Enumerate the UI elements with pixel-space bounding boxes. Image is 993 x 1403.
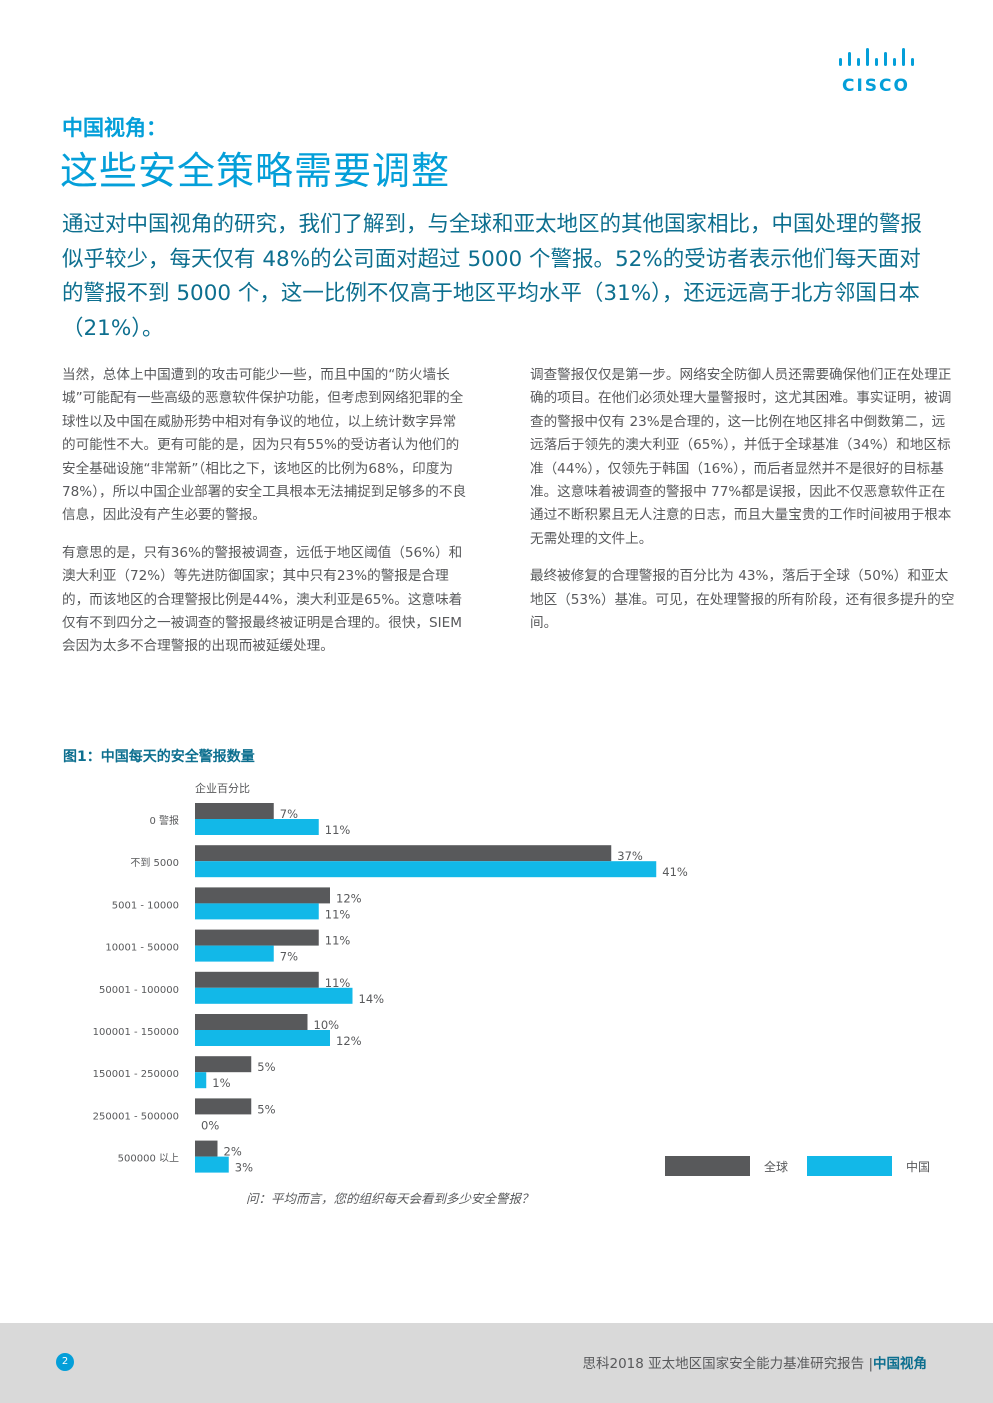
legend-label: 全球 — [764, 1159, 788, 1174]
logo-text: CISCO — [842, 76, 910, 96]
data-label: 37% — [617, 849, 643, 863]
category-label: 500000 以上 — [118, 1153, 179, 1165]
category-label: 5001 - 10000 — [112, 900, 179, 911]
category-label: 不到 5000 — [130, 857, 179, 869]
data-label: 11% — [325, 907, 351, 921]
bar-global — [195, 1014, 308, 1030]
bar-china — [195, 861, 657, 878]
data-label: 11% — [325, 823, 351, 837]
cisco-bridge-icon — [839, 48, 914, 66]
data-label: 11% — [325, 934, 351, 948]
footer-section: 中国视角 — [873, 1356, 927, 1372]
bar-global — [195, 929, 319, 946]
legend-label: 中国 — [906, 1159, 930, 1174]
bar-global — [195, 971, 319, 988]
bar-china — [195, 1072, 207, 1089]
bar-china — [195, 819, 319, 835]
bar-china — [195, 987, 353, 1004]
data-label: 2% — [224, 1145, 242, 1159]
data-label: 10% — [314, 1018, 340, 1032]
footer: 2 思科2018 亚太地区国家安全能力基准研究报告 |中国视角 — [0, 1323, 993, 1403]
data-label: 3% — [235, 1161, 253, 1175]
body-paragraph: 调查警报仅仅是第一步。网络安全防御人员还需要确保他们正在处理正确的项目。在他们必… — [530, 367, 952, 547]
page-number: 2 — [56, 1353, 74, 1371]
bar-global — [195, 1140, 218, 1157]
data-label: 7% — [280, 950, 298, 964]
body-paragraph: 有意思的是，只有36%的警报被调查，远低于地区阈值（56%）和澳大利亚（72%）… — [62, 544, 463, 655]
category-label: 100001 - 150000 — [93, 1027, 179, 1038]
report-name: 思科2018 亚太地区国家安全能力基准研究报告 | — [582, 1356, 874, 1372]
data-label: 12% — [336, 891, 362, 905]
data-label: 11% — [325, 976, 351, 990]
body-column-right: 调查警报仅仅是第一步。网络安全防御人员还需要确保他们正在处理正确的项目。在他们必… — [530, 364, 955, 649]
bar-global — [195, 1056, 252, 1073]
figure-question: 问：平均而言，您的组织每天会看到多少安全警报？ — [246, 1191, 534, 1206]
data-label: 1% — [212, 1076, 230, 1090]
page-title: 这些安全策略需要调整 — [60, 149, 451, 193]
footer-text: 思科2018 亚太地区国家安全能力基准研究报告 |中国视角 — [583, 1352, 928, 1372]
data-label: 0% — [201, 1118, 219, 1132]
lead-paragraph: 通过对中国视角的研究，我们了解到，与全球和亚太地区的其他国家相比，中国处理的警报… — [62, 212, 923, 341]
category-label: 10001 - 50000 — [105, 943, 179, 954]
legend-swatch — [665, 1156, 750, 1176]
data-label: 7% — [280, 807, 298, 821]
data-label: 5% — [257, 1060, 275, 1074]
bar-china — [195, 1030, 330, 1046]
body-column-left: 当然，总体上中国遭到的攻击可能少一些，而且中国的“防火墙长城”可能配有一些高级的… — [62, 364, 467, 673]
cisco-logo: CISCO — [836, 46, 916, 96]
bar-global — [195, 1098, 252, 1115]
category-label: 150001 - 250000 — [93, 1069, 179, 1080]
section-kicker: 中国视角： — [62, 116, 167, 140]
bar-global — [195, 845, 612, 862]
legend-swatch — [807, 1156, 892, 1176]
data-label: 5% — [257, 1102, 275, 1116]
y-axis-label: 企业百分比 — [195, 781, 250, 795]
alerts-bar-chart: 企业百分比 0 警报 7% 11% 不到 5000 37% 41% 5001 - 10000 1… — [93, 781, 930, 1176]
body-paragraph: 当然，总体上中国遭到的攻击可能少一些，而且中国的“防火墙长城”可能配有一些高级的… — [62, 367, 467, 524]
bar-china — [195, 945, 274, 962]
bar-global — [195, 887, 330, 904]
figure-title: 图1：中国每天的安全警报数量 — [63, 749, 255, 765]
data-label: 41% — [662, 865, 688, 879]
bar-global — [195, 803, 274, 819]
bar-china — [195, 1156, 229, 1173]
data-label: 12% — [336, 1034, 362, 1048]
bar-china — [195, 903, 319, 920]
body-paragraph: 最终被修复的合理警报的百分比为 43%，落后于全球（50%）和亚太地区（53%）… — [530, 568, 955, 632]
category-label: 0 警报 — [149, 814, 179, 827]
data-label: 14% — [359, 992, 385, 1006]
category-label: 50001 - 100000 — [99, 985, 179, 996]
category-label: 250001 - 500000 — [93, 1111, 179, 1122]
